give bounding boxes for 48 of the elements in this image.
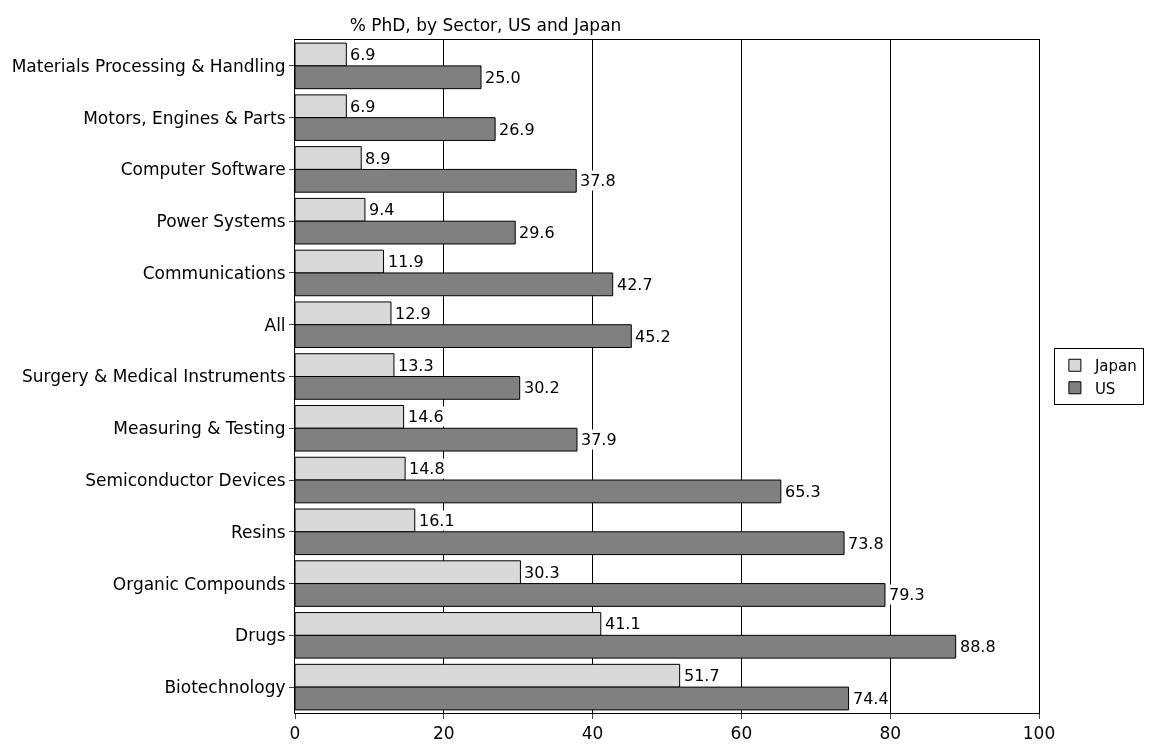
- x-tick-label: 60: [730, 723, 753, 744]
- legend-label: Japan: [1093, 357, 1137, 376]
- data-label: 14.6: [408, 407, 444, 426]
- data-label: 37.8: [580, 171, 616, 190]
- y-tick-label: Surgery & Medical Instruments: [22, 366, 286, 387]
- data-label: 26.9: [499, 120, 535, 139]
- data-label: 30.2: [524, 378, 560, 397]
- data-label: 42.7: [617, 275, 653, 294]
- legend-label: US: [1094, 379, 1116, 398]
- data-label: 41.1: [605, 614, 641, 633]
- data-label: 51.7: [684, 666, 720, 685]
- y-tick-label: Resins: [230, 521, 286, 542]
- data-label: 6.9: [350, 97, 376, 116]
- x-tick-label: 80: [879, 723, 902, 744]
- x-tick-label: 40: [581, 723, 604, 744]
- data-label: 73.8: [848, 534, 884, 553]
- y-tick-label: Biotechnology: [164, 677, 286, 698]
- data-label: 14.8: [409, 459, 445, 478]
- data-label: 12.9: [395, 304, 431, 323]
- data-label: 65.3: [785, 482, 821, 501]
- data-label: 30.3: [524, 563, 560, 582]
- x-tick-label: 20: [432, 723, 455, 744]
- data-label: 79.3: [889, 585, 925, 604]
- x-tick-label: 100: [1022, 723, 1056, 744]
- data-label: 45.2: [635, 327, 671, 346]
- data-label: 8.9: [365, 149, 391, 168]
- data-label: 6.9: [350, 45, 376, 64]
- chart-title: % PhD, by Sector, US and Japan: [349, 14, 622, 35]
- y-tick-label: Semiconductor Devices: [85, 469, 286, 490]
- data-label: 16.1: [419, 511, 455, 530]
- y-tick-label: Computer Software: [120, 159, 286, 180]
- data-label: 88.8: [960, 637, 996, 656]
- y-tick-label: Measuring & Testing: [113, 418, 286, 439]
- y-tick-label: Communications: [142, 262, 286, 283]
- y-tick-label: Organic Compounds: [112, 573, 286, 594]
- data-label: 13.3: [398, 356, 434, 375]
- y-tick-label: Power Systems: [156, 211, 286, 232]
- y-tick-label: All: [264, 314, 286, 335]
- data-label: 9.4: [369, 200, 395, 219]
- y-tick-label: Drugs: [235, 625, 286, 646]
- data-label: 29.6: [519, 223, 555, 242]
- y-tick-label: Materials Processing & Handling: [11, 55, 286, 76]
- data-label: 11.9: [388, 252, 424, 271]
- data-label: 37.9: [581, 430, 617, 449]
- x-tick-label: 0: [289, 723, 301, 744]
- y-tick-label: Motors, Engines & Parts: [83, 107, 286, 128]
- data-label: 74.4: [853, 689, 889, 708]
- data-label: 25.0: [485, 68, 521, 87]
